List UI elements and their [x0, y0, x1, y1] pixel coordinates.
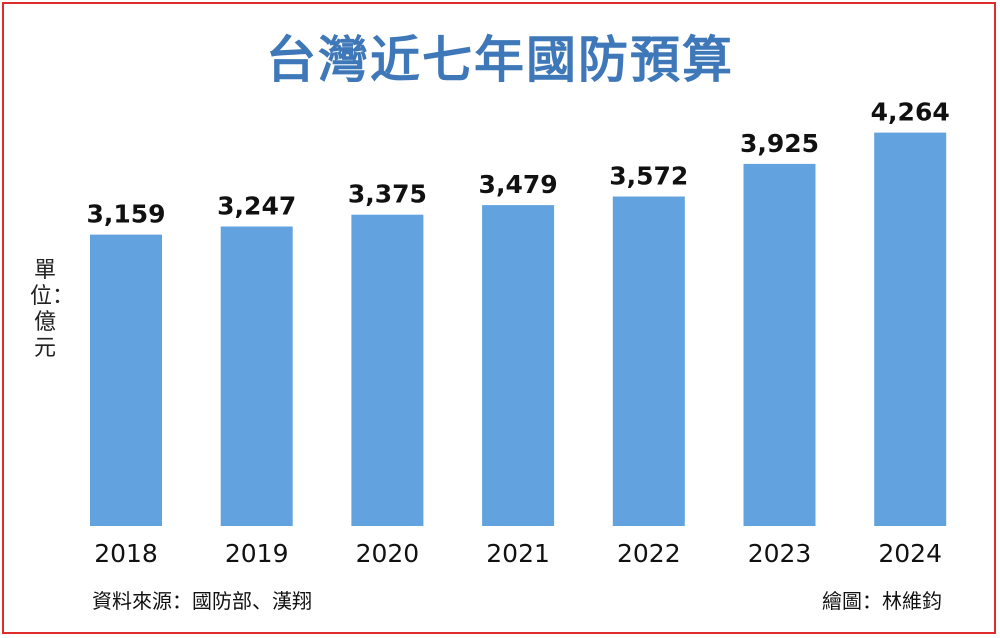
x-tick-label-2018: 2018	[94, 539, 158, 568]
x-tick-label-2019: 2019	[225, 539, 289, 568]
x-tick-label-2021: 2021	[486, 539, 550, 568]
value-label-2023: 3,925	[740, 129, 819, 158]
x-labels-group: 2018 2019 2020 2021 2022 2023 2024	[94, 539, 942, 568]
bar-2023	[743, 163, 816, 526]
value-label-2019: 3,247	[217, 192, 296, 221]
x-tick-label-2020: 2020	[356, 539, 420, 568]
value-label-2021: 3,479	[479, 170, 558, 199]
value-label-2022: 3,572	[609, 162, 688, 191]
x-tick-label-2024: 2024	[878, 539, 942, 568]
bars-group	[90, 132, 947, 526]
x-tick-label-2023: 2023	[748, 539, 812, 568]
bar-2019	[220, 226, 293, 526]
bar-2020	[351, 214, 424, 526]
value-label-2018: 3,159	[86, 200, 165, 229]
source-note: 資料來源：國防部、漢翔	[92, 589, 312, 613]
value-labels-group: 3,159 3,247 3,375 3,479 3,572 3,925 4,264	[86, 98, 949, 229]
chart-title: 台灣近七年國防預算	[266, 31, 734, 89]
value-label-2020: 3,375	[348, 180, 427, 209]
bar-2024	[874, 132, 947, 526]
value-label-2024: 4,264	[871, 98, 950, 127]
x-tick-label-2022: 2022	[617, 539, 681, 568]
bar-2022	[612, 196, 685, 526]
credit-note: 繪圖：林維鈞	[822, 589, 942, 613]
bar-2021	[482, 205, 555, 526]
bar-2018	[90, 234, 162, 526]
